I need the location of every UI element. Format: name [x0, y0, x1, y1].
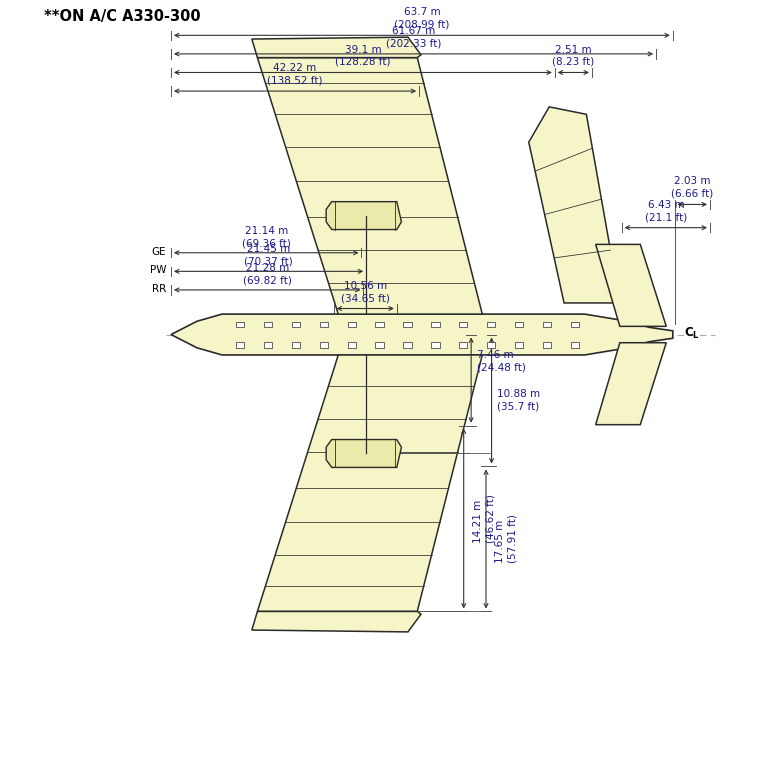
Polygon shape: [596, 245, 666, 326]
Text: $\mathbf{C}_{\mathbf{L}}$: $\mathbf{C}_{\mathbf{L}}$: [684, 326, 700, 341]
Bar: [403, 342, 411, 347]
Bar: [571, 322, 579, 327]
Bar: [487, 322, 495, 327]
Polygon shape: [529, 107, 620, 303]
Text: 61.67 m
(202.33 ft): 61.67 m (202.33 ft): [386, 26, 441, 48]
Bar: [320, 322, 328, 327]
Polygon shape: [326, 202, 402, 229]
Bar: [376, 322, 384, 327]
Bar: [347, 322, 356, 327]
Bar: [431, 342, 440, 347]
Polygon shape: [171, 314, 673, 355]
Bar: [487, 342, 495, 347]
Text: 7.46 m
(24.48 ft): 7.46 m (24.48 ft): [477, 351, 526, 373]
Bar: [403, 322, 411, 327]
Text: 10.88 m
(35.7 ft): 10.88 m (35.7 ft): [497, 389, 540, 411]
Text: GE: GE: [152, 247, 166, 257]
Bar: [459, 322, 467, 327]
Bar: [543, 322, 551, 327]
Bar: [515, 322, 523, 327]
Text: 14.21 m
(46.62 ft): 14.21 m (46.62 ft): [473, 494, 495, 543]
Text: 2.51 m
(8.23 ft): 2.51 m (8.23 ft): [552, 44, 594, 67]
Text: **ON A/C A330-300: **ON A/C A330-300: [43, 9, 200, 24]
Bar: [236, 322, 245, 327]
Bar: [264, 322, 272, 327]
Text: 42.22 m
(138.52 ft): 42.22 m (138.52 ft): [267, 63, 323, 85]
Bar: [320, 342, 328, 347]
Polygon shape: [258, 355, 482, 611]
Bar: [292, 342, 300, 347]
Text: 39.1 m
(128.28 ft): 39.1 m (128.28 ft): [335, 44, 391, 67]
Bar: [459, 342, 467, 347]
Text: 21.45 m
(70.37 ft): 21.45 m (70.37 ft): [244, 245, 293, 267]
Bar: [431, 322, 440, 327]
Text: 2.03 m
(6.66 ft): 2.03 m (6.66 ft): [671, 177, 713, 199]
Bar: [376, 342, 384, 347]
Polygon shape: [251, 37, 421, 58]
Polygon shape: [251, 611, 421, 632]
Bar: [543, 342, 551, 347]
Bar: [292, 322, 300, 327]
Text: RR: RR: [152, 284, 166, 294]
Bar: [571, 342, 579, 347]
Bar: [515, 342, 523, 347]
Text: 63.7 m
(208.99 ft): 63.7 m (208.99 ft): [394, 8, 450, 30]
Bar: [236, 342, 245, 347]
Text: 17.65 m
(57.91 ft): 17.65 m (57.91 ft): [495, 514, 517, 563]
Text: 6.43 m
(21.1 ft): 6.43 m (21.1 ft): [645, 200, 687, 222]
Polygon shape: [326, 440, 402, 467]
Polygon shape: [596, 343, 666, 424]
Text: PW: PW: [150, 265, 166, 275]
Bar: [264, 342, 272, 347]
Text: 21.14 m
(69.36 ft): 21.14 m (69.36 ft): [242, 226, 290, 248]
Text: 21.28 m
(69.82 ft): 21.28 m (69.82 ft): [243, 263, 292, 285]
Text: 10.56 m
(34.65 ft): 10.56 m (34.65 ft): [341, 281, 389, 304]
Bar: [347, 342, 356, 347]
Polygon shape: [258, 58, 482, 314]
